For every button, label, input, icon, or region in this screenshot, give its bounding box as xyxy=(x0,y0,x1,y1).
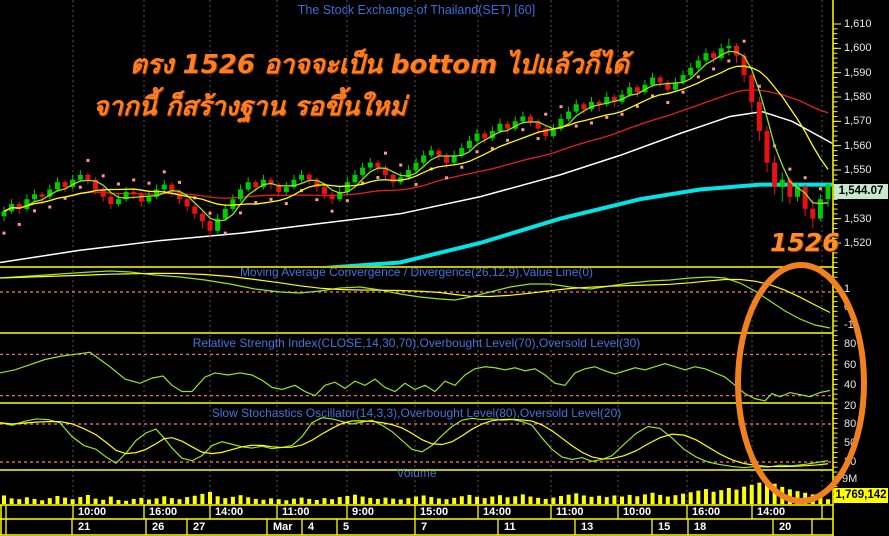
annotation-low-price-label: 1526 xyxy=(770,228,840,257)
rsi-tick-label: 40 xyxy=(844,379,857,392)
price-tick-label: 1,560 xyxy=(844,139,872,152)
chart-title: The Stock Exchange of Thailand(SET) [60] xyxy=(297,3,536,17)
stoch-tick-label: 20 xyxy=(844,456,857,468)
price-tick-label: 1,590 xyxy=(844,66,872,79)
stoch-tick-label: 50 xyxy=(844,437,857,449)
volume-panel-label: Volume xyxy=(396,466,437,480)
level-lines xyxy=(0,291,832,463)
date-label: 7 xyxy=(421,521,428,533)
stoch-panel-label: Slow Stochastics Oscillator(14,3,3),Over… xyxy=(211,406,622,420)
time-label: 14:00 xyxy=(483,506,512,518)
rsi-line xyxy=(0,351,831,402)
date-label: 20 xyxy=(779,521,792,533)
rsi-tick-label: 60 xyxy=(844,358,857,371)
rsi-panel-label: Relative Strength Index(CLOSE,14,30,70),… xyxy=(192,336,641,350)
date-label: 4 xyxy=(308,521,315,533)
candlesticks xyxy=(1,38,831,239)
macd-panel-label: Moving Average Convergence / Divergence(… xyxy=(239,265,594,279)
current-price-badge: 1,544.07 xyxy=(834,184,888,199)
date-label: 27 xyxy=(193,521,206,533)
date-label: 11 xyxy=(504,521,516,533)
time-label: 14:00 xyxy=(215,506,244,518)
date-label: 5 xyxy=(343,521,350,533)
date-label: 18 xyxy=(694,521,707,533)
price-tick-label: 1,530 xyxy=(844,212,872,225)
price-tick-label: 1,580 xyxy=(844,91,872,103)
rsi-tick-label: 20 xyxy=(844,400,857,412)
macd-tick-label: 0 xyxy=(844,301,851,313)
time-label: 16:00 xyxy=(692,506,721,518)
rsi-tick-label: 80 xyxy=(844,338,857,350)
time-label: 16:00 xyxy=(149,506,178,518)
macd-tick-label: -1 xyxy=(844,319,854,331)
time-label: 9:00 xyxy=(352,506,375,518)
stoch-tick-label: 80 xyxy=(844,418,857,430)
date-label: 26 xyxy=(152,521,165,533)
time-label: 11:00 xyxy=(282,506,310,518)
fast-moving-averages xyxy=(3,50,829,222)
time-label: 10:00 xyxy=(623,506,652,518)
time-label: 15:00 xyxy=(420,506,449,518)
volume-scale-max-label: 9M xyxy=(842,473,858,485)
macd-tick-label: 1 xyxy=(844,283,851,295)
annotation-text-line1: ตรง 1526 อาจจะเป็น bottom ไปแล้วก็ได้ xyxy=(130,50,629,80)
price-tick-label: 1,550 xyxy=(844,164,872,176)
date-label: 13 xyxy=(581,521,594,533)
time-label: 14:00 xyxy=(757,506,786,518)
date-label: 21 xyxy=(78,521,91,533)
date-label: Mar xyxy=(273,521,293,533)
time-label: 10:00 xyxy=(78,506,107,518)
stochastic-lines xyxy=(0,417,829,469)
current-volume-badge: 1,769,142 xyxy=(834,488,888,503)
date-label: 15 xyxy=(658,521,671,533)
price-tick-label: 1,520 xyxy=(844,237,872,249)
macd-lines xyxy=(0,270,831,329)
annotation-text-line2: จากนี้ ก็สร้างฐาน รอขึ้นใหม่ xyxy=(93,92,407,122)
price-tick-label: 1,600 xyxy=(844,42,872,55)
price-tick-label: 1,570 xyxy=(844,115,872,128)
price-tick-label: 1,610 xyxy=(844,18,872,30)
time-label: 11:00 xyxy=(556,506,584,518)
